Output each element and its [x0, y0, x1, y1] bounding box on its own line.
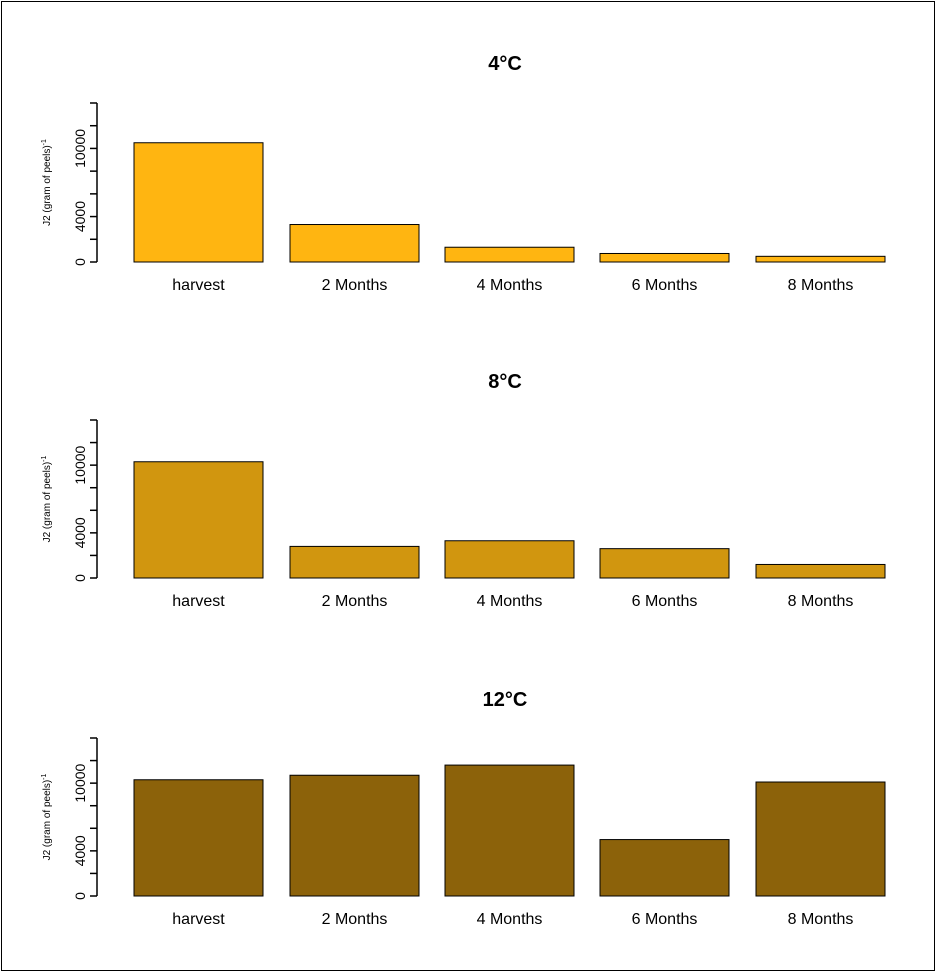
bar-6-months	[599, 252, 730, 263]
x-category-label: 8 Months	[788, 593, 854, 610]
y-axis-label-text: J2 (gram of peels)	[42, 145, 53, 226]
x-category-label: harvest	[172, 911, 225, 928]
x-category-label: 2 Months	[322, 911, 388, 928]
chart-title: 12°C	[483, 689, 528, 711]
x-category-label: 4 Months	[477, 593, 543, 610]
x-category-label: 6 Months	[632, 277, 698, 294]
bar-6-months	[599, 839, 730, 897]
x-category-label: 8 Months	[788, 277, 854, 294]
bar-2-months	[289, 774, 420, 897]
y-tick-label: 4000	[72, 835, 88, 866]
y-tick-label: 10000	[72, 445, 88, 484]
chart-title: 4°C	[488, 53, 522, 75]
y-tick-label: 4000	[72, 201, 88, 232]
bar-8-months	[755, 255, 886, 263]
x-category-label: 8 Months	[788, 911, 854, 928]
x-category-label: 4 Months	[477, 911, 543, 928]
bar-2-months	[289, 545, 420, 579]
y-axis-label-text: J2 (gram of peels)	[42, 462, 53, 543]
bar-6-months	[599, 548, 730, 579]
bar-harvest	[133, 142, 264, 263]
y-tick-label: 4000	[72, 517, 88, 548]
bar-4-months	[444, 246, 575, 263]
x-category-label: 2 Months	[322, 277, 388, 294]
bar-8-months	[755, 781, 886, 897]
bar-2-months	[289, 224, 420, 263]
y-tick-label: 0	[72, 258, 88, 266]
bar-4-months	[444, 764, 575, 897]
bar-harvest	[133, 461, 264, 579]
bar-8-months	[755, 563, 886, 579]
y-tick-label: 10000	[72, 129, 88, 168]
y-axis-label-text: J2 (gram of peels)	[42, 780, 53, 861]
y-axis-label-superscript: -1	[41, 139, 48, 145]
x-category-label: 6 Months	[632, 911, 698, 928]
y-axis-label: J2 (gram of peels)-1	[41, 139, 53, 226]
y-axis-label: J2 (gram of peels)-1	[41, 773, 53, 860]
x-category-label: 4 Months	[477, 277, 543, 294]
bar-4-months	[444, 540, 575, 579]
y-tick-label: 0	[72, 574, 88, 582]
bar-harvest	[133, 779, 264, 897]
y-axis-label-superscript: -1	[41, 773, 48, 779]
y-axis-label-superscript: -1	[41, 455, 48, 461]
y-tick-label: 0	[72, 892, 88, 900]
chart-title: 8°C	[488, 371, 522, 393]
y-tick-label: 10000	[72, 763, 88, 802]
x-category-label: 2 Months	[322, 593, 388, 610]
y-axis-label: J2 (gram of peels)-1	[41, 455, 53, 542]
x-category-label: harvest	[172, 593, 225, 610]
x-category-label: 6 Months	[632, 593, 698, 610]
x-category-label: harvest	[172, 277, 225, 294]
